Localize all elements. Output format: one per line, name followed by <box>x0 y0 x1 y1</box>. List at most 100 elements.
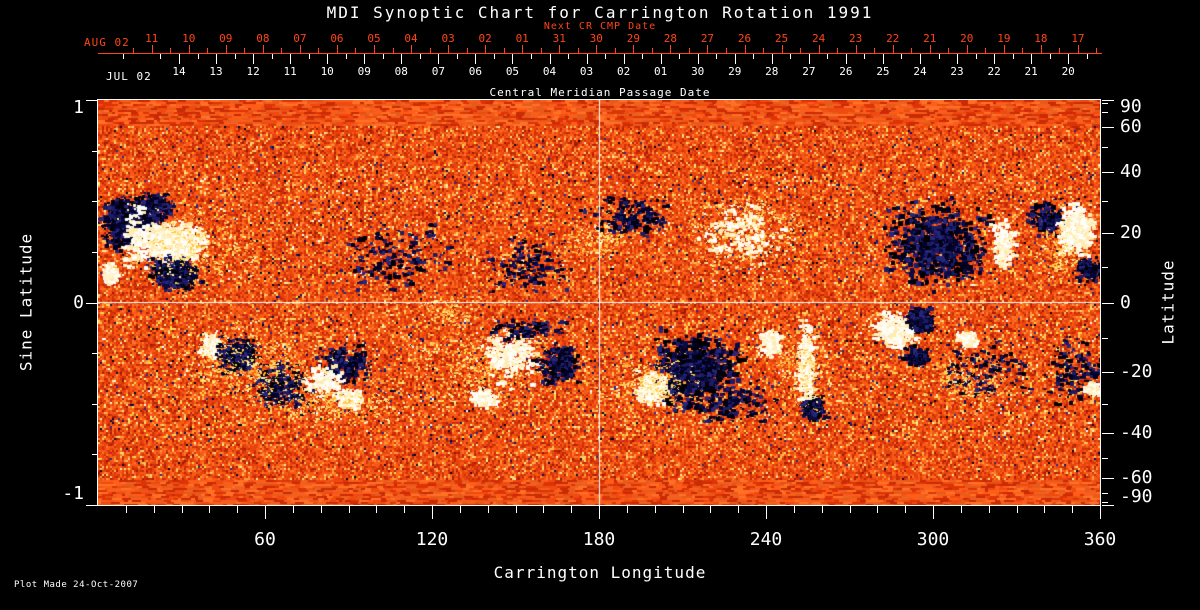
cmp-major-tick <box>438 54 439 64</box>
longitude-minor-tick <box>349 506 350 513</box>
cmp-major-tick <box>735 54 736 64</box>
plot-made-note: Plot Made 24-Oct-2007 <box>14 580 139 590</box>
sine-latitude-minor-tick <box>92 201 98 202</box>
cmp-day-label: 20 <box>1061 65 1075 78</box>
next-cr-major-tick <box>745 45 746 53</box>
longitude-minor-tick <box>850 506 851 513</box>
next-cr-minor-tick <box>652 48 653 53</box>
next-cr-day-label: 29 <box>626 32 640 45</box>
next-cr-day-label: 04 <box>404 32 418 45</box>
next-cr-minor-tick <box>244 48 245 53</box>
cmp-minor-tick <box>1050 54 1051 59</box>
next-cr-day-label: 10 <box>182 32 196 45</box>
longitude-minor-tick <box>877 506 878 513</box>
next-cr-minor-tick <box>1059 48 1060 53</box>
cmp-day-label: 05 <box>505 65 520 78</box>
longitude-minor-tick <box>627 506 628 513</box>
cmp-major-tick <box>994 54 995 64</box>
latitude-major-tick <box>1102 303 1114 304</box>
latitude-major-tick <box>1102 100 1114 101</box>
cmp-major-tick <box>475 54 476 64</box>
next-cr-minor-tick <box>800 48 801 53</box>
next-cr-major-tick <box>337 45 338 53</box>
next-cr-major-tick <box>893 45 894 53</box>
longitude-minor-tick <box>404 506 405 513</box>
longitude-major-tick <box>599 506 600 519</box>
cmp-date-axis-title: Central Meridian Passage Date <box>489 86 711 99</box>
next-cr-month-label: AUG 02 <box>84 36 130 49</box>
next-cr-minor-tick <box>985 48 986 53</box>
cmp-major-tick <box>364 54 365 64</box>
sine-latitude-tick-label: -1 <box>62 483 84 504</box>
cmp-day-label: 27 <box>802 65 816 78</box>
cmp-minor-tick <box>309 54 310 59</box>
next-cr-minor-tick <box>1096 48 1097 53</box>
cmp-major-tick <box>809 54 810 64</box>
next-cr-minor-tick <box>1022 48 1023 53</box>
next-cr-minor-tick <box>393 48 394 53</box>
next-cr-major-tick <box>485 45 486 53</box>
next-cr-day-label: 30 <box>589 32 603 45</box>
cmp-day-label: 03 <box>579 65 594 78</box>
sine-latitude-major-tick <box>86 505 98 506</box>
next-cr-major-tick <box>819 45 820 53</box>
latitude-tick-label: 40 <box>1120 161 1142 183</box>
latitude-tick-label: 0 <box>1120 291 1131 313</box>
latitude-major-tick <box>1102 233 1114 234</box>
longitude-minor-tick <box>209 506 210 513</box>
cmp-day-label: 09 <box>357 65 371 78</box>
longitude-minor-tick <box>1044 506 1045 513</box>
latitude-minor-tick <box>1102 147 1108 148</box>
carrington-longitude-axis-title: Carrington Longitude <box>493 563 707 582</box>
cmp-minor-tick <box>494 54 495 59</box>
latitude-tick-label: 20 <box>1120 222 1142 244</box>
sine-latitude-major-tick <box>86 303 98 304</box>
next-cr-day-label: 24 <box>811 32 826 45</box>
next-cr-major-tick <box>670 45 671 53</box>
cmp-major-tick <box>846 54 847 64</box>
cmp-day-label: 26 <box>839 65 853 78</box>
next-cr-minor-tick <box>763 48 764 53</box>
cmp-minor-tick <box>976 54 977 59</box>
sine-latitude-minor-tick <box>92 252 98 253</box>
next-cr-minor-tick <box>689 48 690 53</box>
magnetogram-canvas <box>98 100 1100 505</box>
next-cr-day-label: 05 <box>367 32 381 45</box>
next-cr-major-tick <box>263 45 264 53</box>
latitude-minor-tick <box>1102 404 1108 405</box>
next-cr-minor-tick <box>281 48 282 53</box>
cmp-minor-tick <box>716 54 717 59</box>
cmp-minor-tick <box>939 54 940 59</box>
next-cr-minor-tick <box>874 48 875 53</box>
next-cr-minor-tick <box>318 48 319 53</box>
cmp-minor-tick <box>420 54 421 59</box>
longitude-minor-tick <box>460 506 461 513</box>
cmp-major-tick <box>1068 54 1069 64</box>
cmp-major-tick <box>550 54 551 64</box>
next-cr-minor-tick <box>355 48 356 53</box>
longitude-major-tick <box>432 506 433 519</box>
next-cr-axis-line <box>98 53 1102 54</box>
cmp-major-tick <box>698 54 699 64</box>
cmp-day-label: 30 <box>691 65 705 78</box>
latitude-minor-tick <box>1102 112 1108 113</box>
next-cr-major-tick <box>633 45 634 53</box>
next-cr-major-tick <box>374 45 375 53</box>
next-cr-major-tick <box>1004 45 1005 53</box>
longitude-minor-tick <box>376 506 377 513</box>
next-cr-major-tick <box>522 45 523 53</box>
cmp-minor-tick <box>753 54 754 59</box>
cmp-minor-tick <box>457 54 458 59</box>
cmp-day-label: 22 <box>987 65 1001 78</box>
cmp-day-label: 25 <box>876 65 890 78</box>
chart-title: MDI Synoptic Chart for Carrington Rotati… <box>326 3 874 22</box>
cmp-day-label: 02 <box>616 65 631 78</box>
cmp-major-tick <box>327 54 328 64</box>
cmp-day-label: 24 <box>913 65 927 78</box>
longitude-minor-tick <box>1017 506 1018 513</box>
sine-latitude-minor-tick <box>92 454 98 455</box>
longitude-tick-label: 60 <box>254 529 276 550</box>
next-cr-day-label: 21 <box>923 32 937 45</box>
longitude-minor-tick <box>488 506 489 513</box>
next-cr-minor-tick <box>170 48 171 53</box>
